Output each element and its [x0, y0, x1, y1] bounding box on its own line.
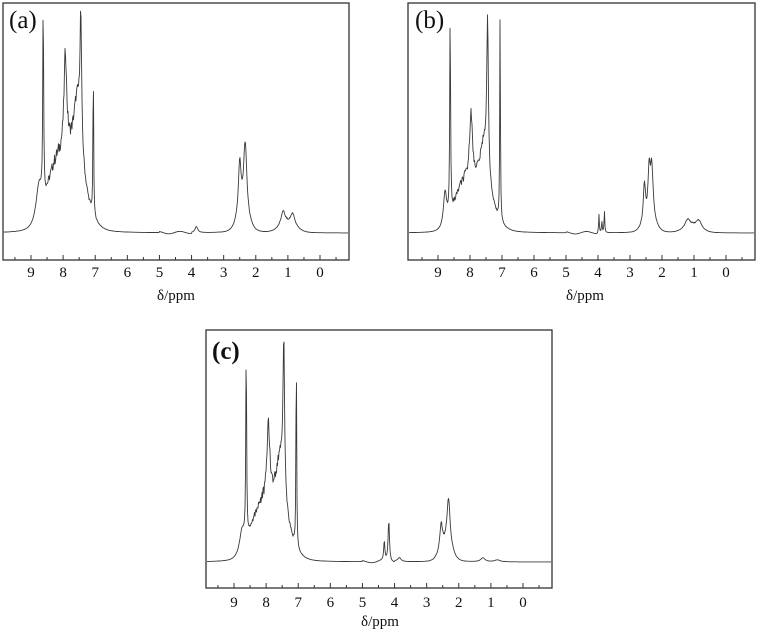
x-tick-label: 0: [722, 265, 730, 281]
panel-b: (b) 9 8 7 6 5 4 3 2 1 0 δ/ppm: [395, 0, 758, 310]
spectrum-b-plot: [407, 2, 756, 261]
nmr-spectrum-trace: [207, 341, 551, 564]
panel-label-a: (a): [9, 7, 37, 34]
x-tick-label: 5: [155, 265, 164, 281]
x-tick-label: 2: [455, 595, 463, 611]
plot-frame: [407, 2, 756, 261]
x-tick-label: 6: [530, 265, 538, 281]
x-tick-label: 7: [91, 265, 99, 281]
x-tick-label: 1: [284, 265, 292, 281]
x-tick-label: 3: [422, 595, 431, 611]
spectrum-a-plot: [2, 2, 350, 261]
x-tick-label: 5: [358, 595, 367, 611]
x-tick-label: 8: [59, 265, 67, 281]
x-tick-label: 0: [316, 265, 324, 281]
panel-c: (c) 9 8 7 6 5 4 3 2 1 0 δ/ppm: [190, 320, 560, 636]
x-tick-label: 7: [498, 265, 506, 281]
nmr-spectrum-trace: [4, 10, 348, 235]
x-tick-label: 1: [487, 595, 495, 611]
x-tick-label: 2: [658, 265, 666, 281]
plot-frame: [205, 329, 553, 589]
x-tick-label: 3: [626, 265, 634, 281]
x-tick-label: 7: [294, 595, 302, 611]
x-axis-label-b: δ/ppm: [566, 288, 604, 304]
x-tick-label: 9: [230, 595, 238, 611]
x-tick-label: 4: [594, 265, 602, 281]
x-tick-label: 9: [27, 265, 35, 281]
nmr-spectrum-trace: [409, 14, 754, 235]
panel-label-b: (b): [415, 7, 445, 34]
x-tick-label: 2: [252, 265, 260, 281]
x-tick-label: 1: [690, 265, 698, 281]
x-tick-label: 3: [219, 265, 228, 281]
x-axis-label-c: δ/ppm: [361, 614, 399, 630]
x-tick-label: 8: [466, 265, 474, 281]
x-tick-label: 5: [562, 265, 570, 281]
x-tick-label: 8: [262, 595, 270, 611]
x-axis-label-a: δ/ppm: [157, 288, 195, 304]
spectrum-c-plot: [205, 329, 553, 589]
x-tick-label: 4: [390, 595, 399, 611]
x-tick-label: 6: [123, 265, 132, 281]
panel-a: (a) 9 8 7 6 5 4 3 2 1 0 δ/ppm: [0, 0, 360, 310]
x-tick-label: 9: [434, 265, 442, 281]
x-tick-label: 6: [326, 595, 335, 611]
plot-frame: [2, 2, 350, 261]
panel-label-c: (c): [212, 338, 240, 365]
x-tick-label: 4: [187, 265, 196, 281]
x-tick-label: 0: [519, 595, 527, 611]
